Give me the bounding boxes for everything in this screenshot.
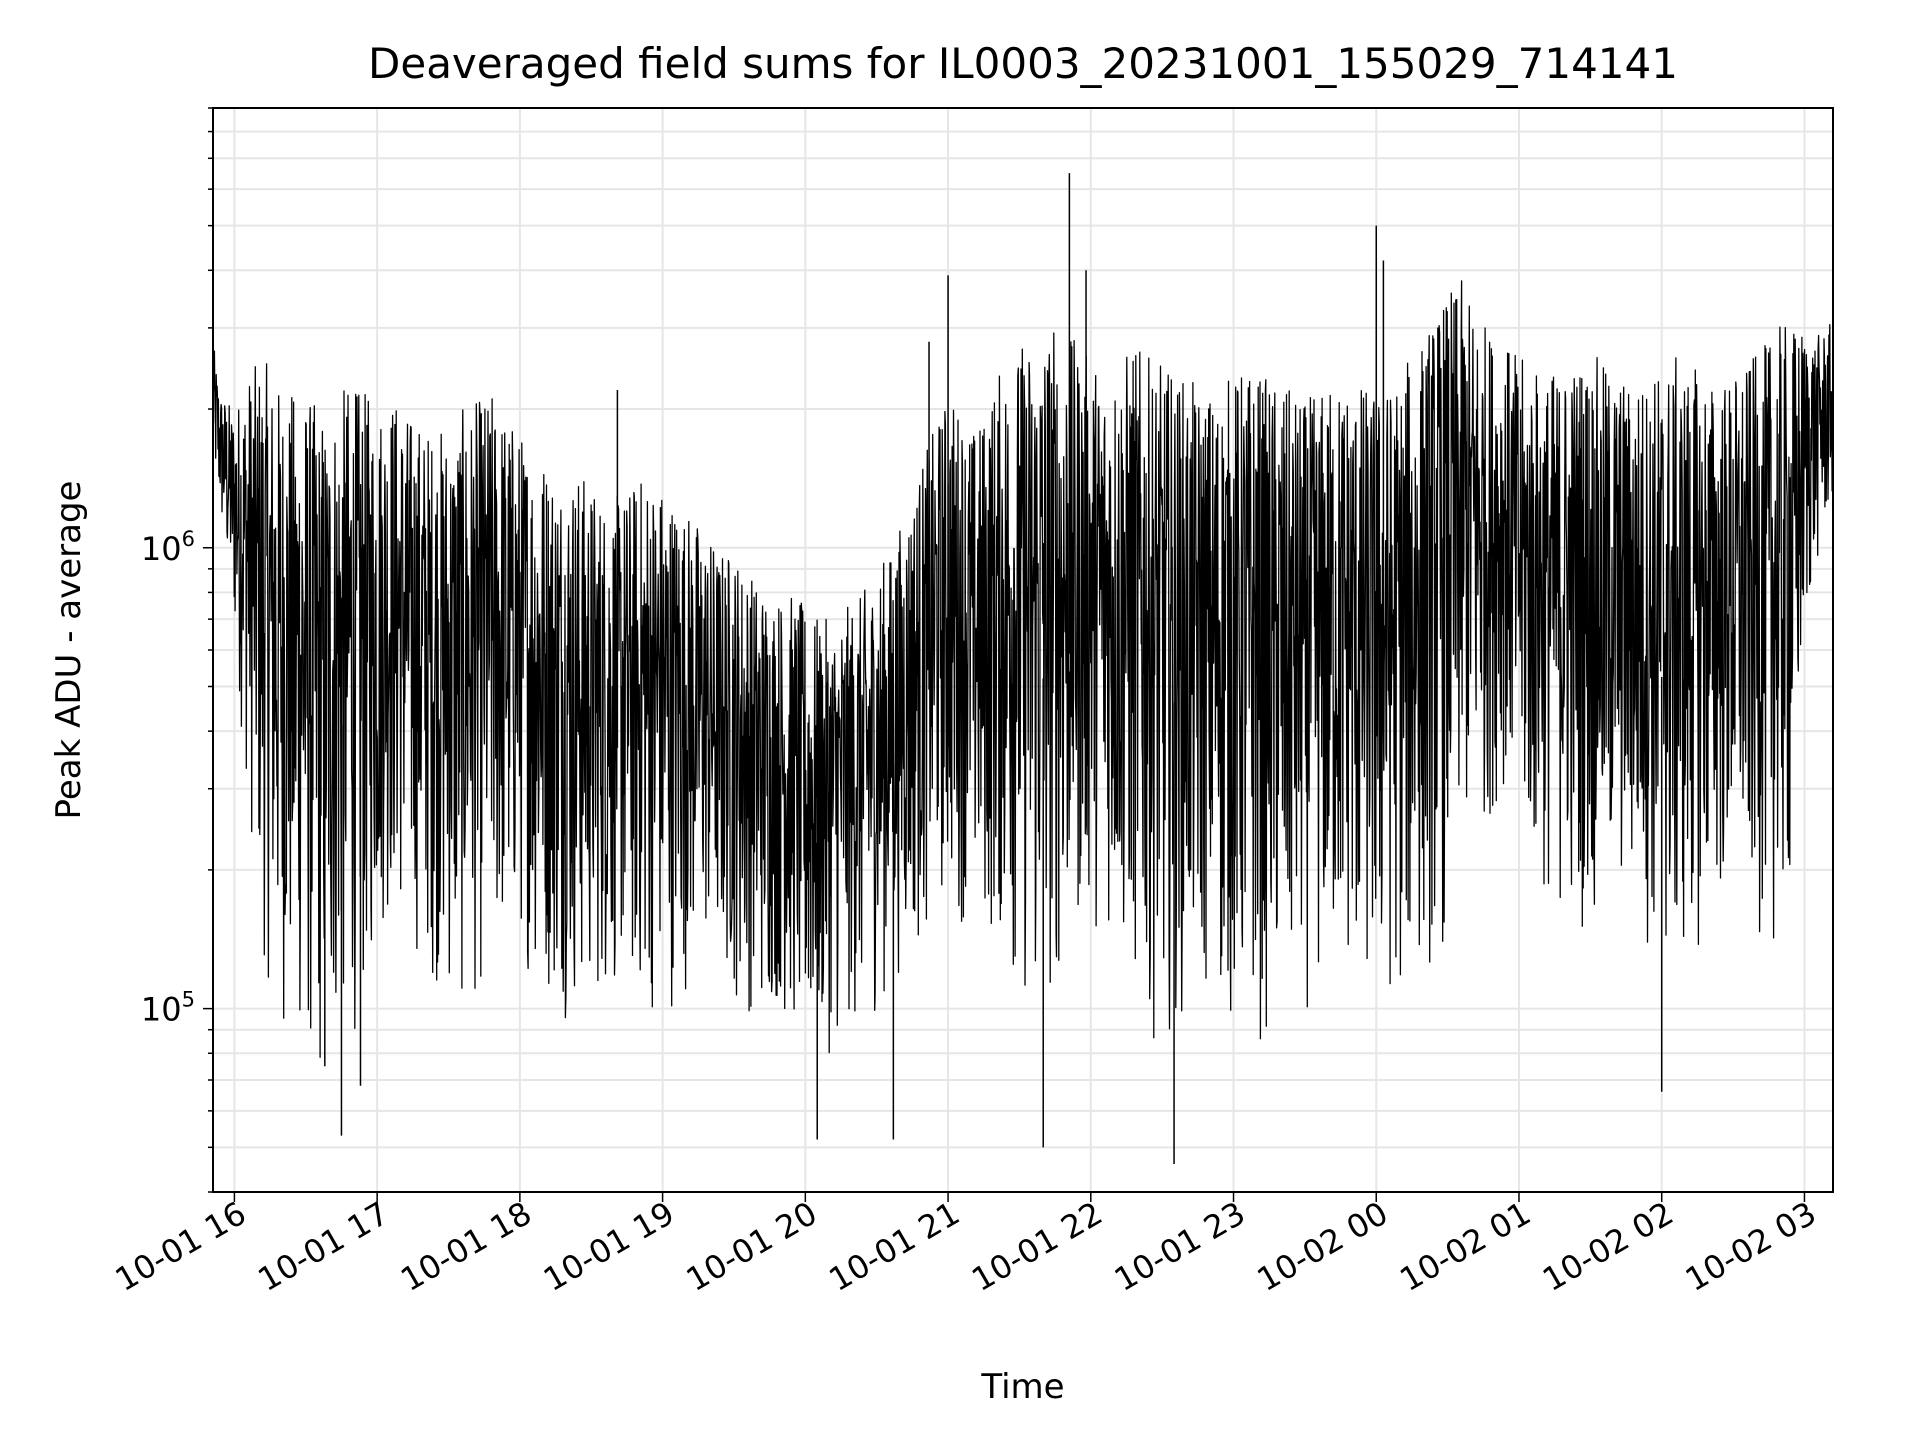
y-tick-label: 105	[141, 988, 195, 1029]
chart-title: Deaveraged field sums for IL0003_2023100…	[368, 39, 1678, 88]
x-axis-label: Time	[980, 1367, 1064, 1407]
y-tick-label: 106	[141, 527, 195, 568]
series-line	[212, 280, 1834, 1058]
y-axis-label: Peak ADU - average	[49, 481, 89, 820]
series-layer	[212, 173, 1834, 1165]
